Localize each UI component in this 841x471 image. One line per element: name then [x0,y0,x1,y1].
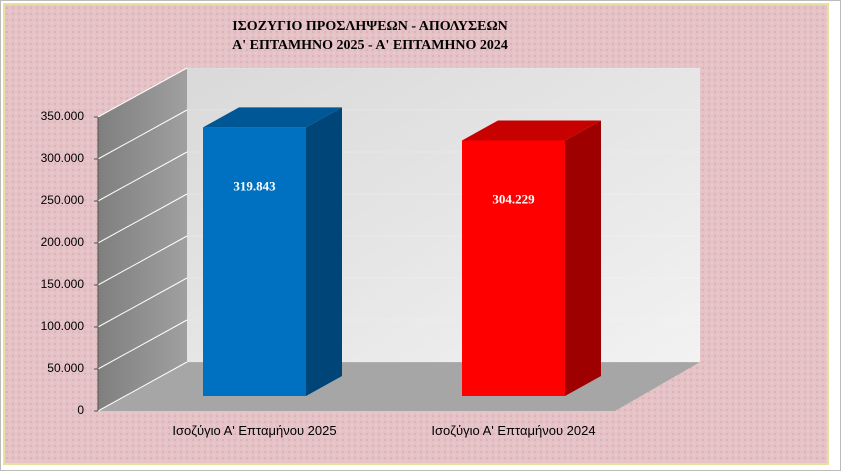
grid-line [97,235,188,286]
bar [203,127,306,396]
grid-line [97,67,188,118]
x-tick-label: Ισοζύγιο Α' Επταμήνου 2024 [431,423,596,438]
floor [98,362,700,411]
data-label: 304.229 [492,191,535,206]
grid-line [97,277,188,328]
chart-subtitle: Α' ΕΠΤΑΜΗΝΟ 2025 - Α' ΕΠΤΑΜΗΝΟ 2024 [232,38,508,53]
y-tick-label: 300.000 [41,151,85,165]
bar-side [565,120,601,397]
grid-line [97,193,188,244]
x-label-box: Ισοζύγιο Α' Επταμήνου 2025 [172,423,337,438]
grid-line [97,109,188,160]
bar-top [462,120,601,141]
side-wall [98,68,187,411]
y-tick-label: 250.000 [41,193,85,207]
chart-title: ΙΣΟΖΥΓΙΟ ΠΡΟΣΛΗΨΕΩΝ - ΑΠΟΛΥΣΕΩΝ [232,19,508,34]
y-tick-label: 100.000 [41,319,85,333]
x-label-box: Ισοζύγιο Α' Επταμήνου 2024 [431,423,596,438]
x-tick-label: Ισοζύγιο Α' Επταμήνου 2025 [172,423,337,438]
y-tick-label: 200.000 [41,235,85,249]
data-label: 319.843 [233,178,276,193]
bar [462,140,565,396]
grid-line [97,319,188,370]
grid-line [97,361,188,412]
bar-top [203,107,342,128]
grid-line [97,151,188,202]
y-tick-label: 50.000 [47,361,84,375]
y-tick-label: 350.000 [41,109,85,123]
y-tick-label: 0 [77,403,84,417]
y-tick-label: 150.000 [41,277,85,291]
bar-side [306,107,342,396]
